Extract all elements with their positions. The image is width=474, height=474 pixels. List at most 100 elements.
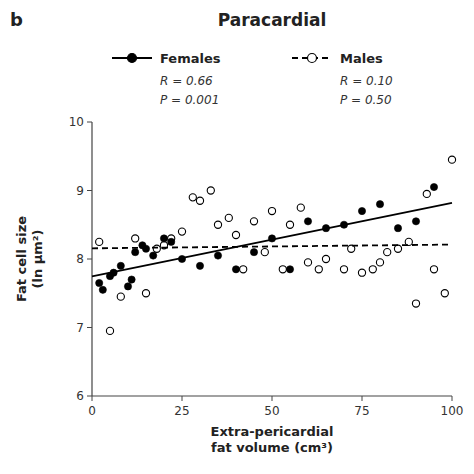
point — [376, 201, 383, 208]
point — [412, 300, 419, 307]
point — [178, 228, 185, 235]
point — [117, 293, 124, 300]
point — [304, 259, 311, 266]
y-tick-label: 6 — [76, 389, 84, 403]
point — [348, 245, 355, 252]
y-axis-label: Fat cell size(ln μm²) — [14, 216, 45, 302]
point — [394, 225, 401, 232]
chart: Paracardial b Females R = 0.66 P = 0.001 Male… — [0, 0, 474, 474]
point — [240, 266, 247, 273]
point — [394, 245, 401, 252]
point — [153, 245, 160, 252]
point — [232, 266, 239, 273]
point — [340, 266, 347, 273]
y-tick — [87, 327, 92, 328]
point — [96, 238, 103, 245]
legend-label: Females — [160, 51, 221, 66]
point — [430, 266, 437, 273]
point — [189, 194, 196, 201]
point — [96, 279, 103, 286]
point — [405, 238, 412, 245]
point — [106, 327, 113, 334]
panel-label: b — [10, 9, 23, 30]
legend-label: Males — [340, 51, 383, 66]
point — [448, 156, 455, 163]
stat-annotation: P = 0.001 — [160, 93, 219, 107]
x-tick-label: 75 — [354, 404, 369, 418]
x-tick-label: 50 — [264, 404, 279, 418]
point — [430, 183, 437, 190]
x-tick-label: 100 — [441, 404, 464, 418]
axes: 0 25 50 75 100 6 7 8 9 10 — [69, 115, 464, 418]
fit-line — [92, 203, 452, 276]
point — [142, 245, 149, 252]
point — [412, 218, 419, 225]
point — [196, 197, 203, 204]
point — [168, 235, 175, 242]
x-tick-label: 0 — [88, 404, 96, 418]
point — [358, 269, 365, 276]
point — [142, 290, 149, 297]
point — [128, 276, 135, 283]
point — [110, 269, 117, 276]
point — [160, 242, 167, 249]
y-tick-label: 8 — [76, 252, 84, 266]
point — [214, 221, 221, 228]
point — [384, 249, 391, 256]
legend-entry: Males R = 0.10 P = 0.50 — [292, 51, 393, 107]
point — [124, 283, 131, 290]
point — [117, 262, 124, 269]
y-tick-label: 7 — [76, 321, 84, 335]
point — [196, 262, 203, 269]
point — [160, 235, 167, 242]
point — [376, 259, 383, 266]
point — [369, 266, 376, 273]
point — [322, 225, 329, 232]
text-line: Fat cell size — [14, 216, 29, 302]
y-tick — [87, 396, 92, 397]
point — [297, 204, 304, 211]
point — [358, 207, 365, 214]
x-tick — [92, 396, 93, 401]
marks — [92, 156, 456, 334]
y-tick-label: 10 — [69, 115, 84, 129]
point — [132, 235, 139, 242]
stat-annotation: R = 0.10 — [340, 74, 393, 88]
y-tick-label: 9 — [76, 184, 84, 198]
x-tick-label: 25 — [174, 404, 189, 418]
legend-marker — [128, 54, 137, 63]
point — [268, 235, 275, 242]
legend-entry: Females R = 0.66 P = 0.001 — [112, 51, 221, 107]
x-tick — [182, 396, 183, 401]
stat-annotation: P = 0.50 — [340, 93, 392, 107]
point — [304, 218, 311, 225]
point — [225, 214, 232, 221]
point — [99, 286, 106, 293]
y-tick — [87, 190, 92, 191]
y-tick — [87, 122, 92, 123]
legend-marker — [308, 54, 317, 63]
point — [150, 252, 157, 259]
x-tick — [272, 396, 273, 401]
title: Paracardial — [218, 10, 327, 30]
point — [207, 187, 214, 194]
point — [340, 221, 347, 228]
point — [250, 249, 257, 256]
point — [268, 207, 275, 214]
point — [315, 266, 322, 273]
x-tick — [452, 396, 453, 401]
text-line: Extra-pericardial — [211, 424, 334, 439]
text-line: fat volume (cm³) — [211, 440, 333, 455]
stat-annotation: R = 0.66 — [160, 74, 213, 88]
point — [286, 221, 293, 228]
point — [279, 266, 286, 273]
x-axis-label: Extra-pericardialfat volume (cm³) — [211, 424, 334, 455]
point — [178, 255, 185, 262]
point — [250, 218, 257, 225]
point — [441, 290, 448, 297]
point — [322, 255, 329, 262]
point — [261, 249, 268, 256]
point — [286, 266, 293, 273]
x-tick — [362, 396, 363, 401]
point — [214, 252, 221, 259]
